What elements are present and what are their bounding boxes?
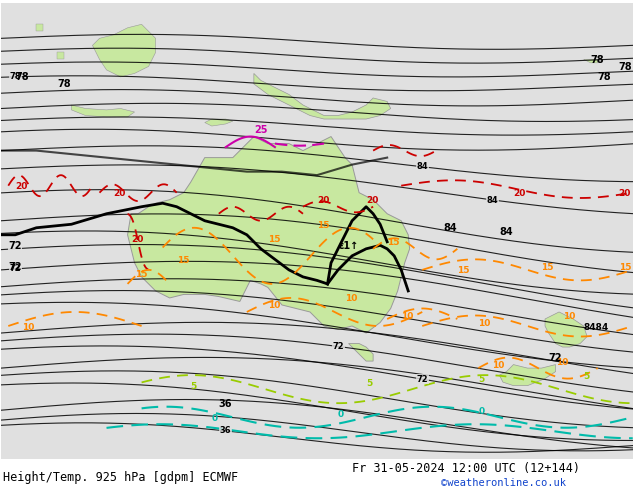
Text: 0: 0 — [338, 410, 344, 419]
Text: 84: 84 — [443, 223, 457, 233]
Bar — [1, 435, 633, 459]
Polygon shape — [584, 59, 598, 63]
Text: 15: 15 — [457, 267, 470, 275]
Text: 84: 84 — [500, 227, 513, 237]
Text: 15: 15 — [268, 235, 280, 244]
Text: 72: 72 — [548, 353, 562, 363]
Text: 72: 72 — [8, 241, 22, 251]
Text: Fr 31-05-2024 12:00 UTC (12+144): Fr 31-05-2024 12:00 UTC (12+144) — [352, 462, 580, 475]
Text: 8484: 8484 — [584, 322, 609, 332]
Polygon shape — [36, 24, 43, 31]
Text: 15: 15 — [541, 263, 554, 272]
Text: 78: 78 — [598, 73, 611, 82]
Text: 10: 10 — [401, 312, 413, 321]
Text: 78: 78 — [10, 73, 21, 81]
Polygon shape — [58, 52, 65, 59]
Text: 20: 20 — [366, 196, 378, 205]
Text: 20: 20 — [131, 235, 143, 244]
Text: 15: 15 — [317, 221, 330, 230]
Polygon shape — [205, 119, 233, 126]
Text: 20: 20 — [317, 196, 330, 205]
Text: 10: 10 — [268, 301, 280, 311]
Text: 20: 20 — [619, 189, 631, 198]
Text: 72: 72 — [332, 342, 344, 351]
Text: 5: 5 — [191, 382, 197, 391]
Text: 0: 0 — [479, 407, 484, 416]
Text: 72: 72 — [8, 262, 22, 272]
Text: 36: 36 — [219, 399, 232, 409]
Text: 78: 78 — [591, 55, 604, 65]
Text: Height/Temp. 925 hPa [gdpm] ECMWF: Height/Temp. 925 hPa [gdpm] ECMWF — [3, 471, 238, 484]
Polygon shape — [72, 105, 134, 117]
Text: 78: 78 — [58, 79, 71, 90]
Text: 20: 20 — [514, 189, 526, 198]
Text: 72: 72 — [417, 374, 428, 384]
Text: 10: 10 — [479, 319, 491, 328]
Polygon shape — [93, 24, 155, 77]
Text: 15: 15 — [619, 263, 631, 272]
Text: ε1↑: ε1↑ — [338, 241, 358, 251]
Text: 72: 72 — [10, 264, 21, 273]
Polygon shape — [500, 365, 555, 386]
Text: 0: 0 — [212, 414, 218, 423]
Polygon shape — [254, 74, 391, 119]
Text: 20: 20 — [15, 182, 28, 191]
Text: ©weatheronline.co.uk: ©weatheronline.co.uk — [441, 478, 566, 488]
Text: 15: 15 — [134, 270, 147, 279]
Text: 15: 15 — [177, 256, 189, 265]
Text: 20: 20 — [113, 189, 126, 198]
Text: 15: 15 — [387, 238, 399, 247]
Text: 10: 10 — [562, 312, 575, 321]
Text: 25: 25 — [254, 125, 268, 135]
Text: 5: 5 — [366, 379, 372, 388]
Text: 78: 78 — [619, 62, 632, 72]
Polygon shape — [127, 137, 410, 333]
Polygon shape — [349, 343, 373, 361]
Text: 5: 5 — [584, 371, 590, 381]
Text: 84: 84 — [417, 162, 428, 171]
Text: 10: 10 — [555, 358, 568, 367]
Text: 5: 5 — [479, 375, 484, 384]
Text: 78: 78 — [15, 73, 29, 82]
Text: 10: 10 — [22, 322, 35, 332]
Text: 36: 36 — [220, 426, 231, 435]
Text: 84: 84 — [486, 196, 498, 204]
Text: 10: 10 — [493, 361, 505, 370]
Text: 10: 10 — [345, 294, 358, 303]
Polygon shape — [545, 312, 587, 347]
